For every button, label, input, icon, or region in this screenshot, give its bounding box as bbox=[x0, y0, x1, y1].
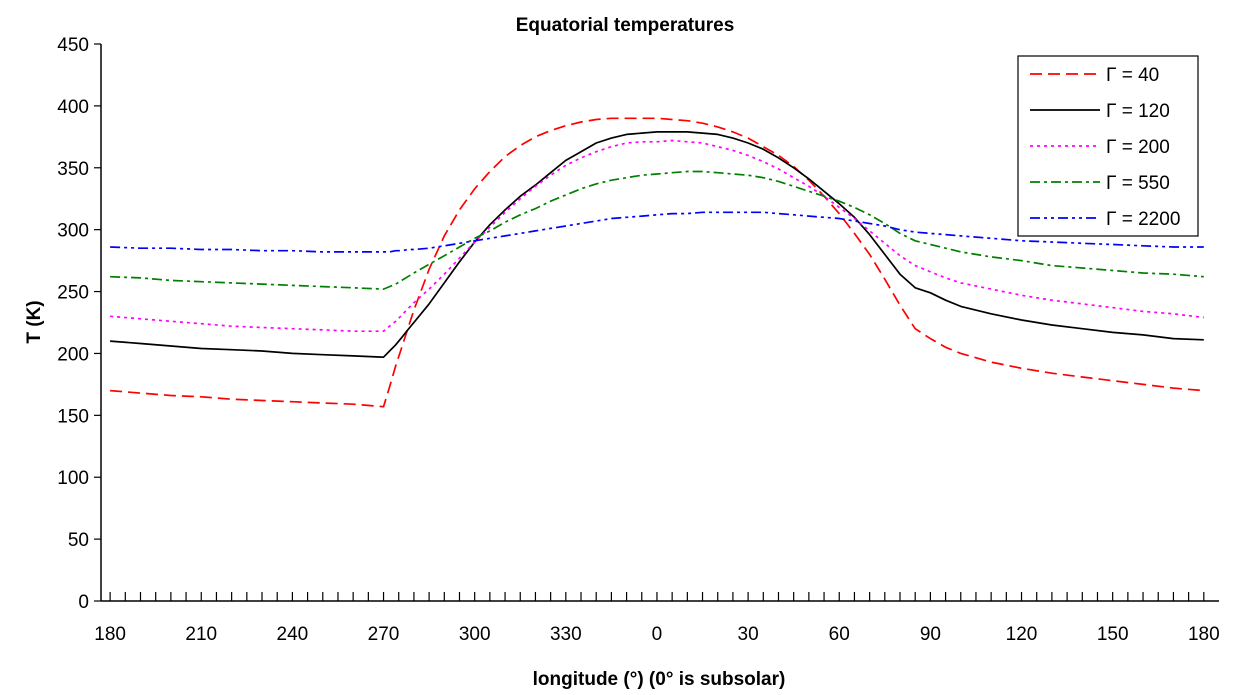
y-axis: 0 50 100 150 200 250 300 350 400 450 bbox=[57, 35, 102, 613]
legend-label-1: Γ = 40 bbox=[1106, 65, 1159, 86]
legend: Γ = 40 Γ = 120 Γ = 200 Γ = 550 Γ = 2200 bbox=[1017, 55, 1199, 237]
chart-title: Equatorial temperatures bbox=[516, 15, 735, 36]
y-tick-label: 50 bbox=[68, 530, 89, 551]
series-line-1 bbox=[110, 117, 1204, 408]
legend-label-3: Γ = 200 bbox=[1106, 137, 1170, 158]
y-tick-label: 450 bbox=[57, 35, 89, 56]
y-tick-label: 250 bbox=[57, 283, 89, 304]
series-line-4 bbox=[110, 170, 1204, 290]
x-tick-label: 210 bbox=[185, 624, 217, 645]
x-tick-label: 0 bbox=[652, 624, 663, 645]
series-line-5 bbox=[110, 211, 1204, 253]
y-tick-label: 350 bbox=[57, 159, 89, 180]
series-line-2 bbox=[110, 131, 1204, 359]
y-tick-label: 200 bbox=[57, 344, 89, 365]
plot-series bbox=[110, 117, 1204, 408]
y-tick-label: 400 bbox=[57, 97, 89, 118]
x-tick-label: 90 bbox=[920, 624, 941, 645]
x-tick-label: 180 bbox=[94, 624, 126, 645]
x-tick-label: 300 bbox=[459, 624, 491, 645]
y-tick-label: 150 bbox=[57, 406, 89, 427]
x-tick-label: 240 bbox=[277, 624, 309, 645]
x-tick-label: 120 bbox=[1006, 624, 1038, 645]
x-tick-label: 180 bbox=[1188, 624, 1220, 645]
legend-label-4: Γ = 550 bbox=[1106, 173, 1170, 194]
y-tick-label: 300 bbox=[57, 221, 89, 242]
x-tick-label: 60 bbox=[829, 624, 850, 645]
x-tick-label: 150 bbox=[1097, 624, 1129, 645]
legend-label-2: Γ = 120 bbox=[1106, 101, 1170, 122]
y-axis-title: T (K) bbox=[24, 300, 45, 343]
x-tick-label: 330 bbox=[550, 624, 582, 645]
x-tick-label: 270 bbox=[368, 624, 400, 645]
legend-label-5: Γ = 2200 bbox=[1106, 209, 1180, 230]
x-axis: 180 210 240 270 300 330 0 30 60 90 120 150 180 bbox=[94, 592, 1220, 645]
x-tick-label: 30 bbox=[738, 624, 759, 645]
x-axis-title: longitude (°) (0° is subsolar) bbox=[533, 669, 786, 690]
y-tick-label: 0 bbox=[78, 592, 89, 613]
legend-box bbox=[1017, 55, 1199, 237]
y-tick-label: 100 bbox=[57, 468, 89, 489]
series-line-3 bbox=[110, 139, 1204, 333]
